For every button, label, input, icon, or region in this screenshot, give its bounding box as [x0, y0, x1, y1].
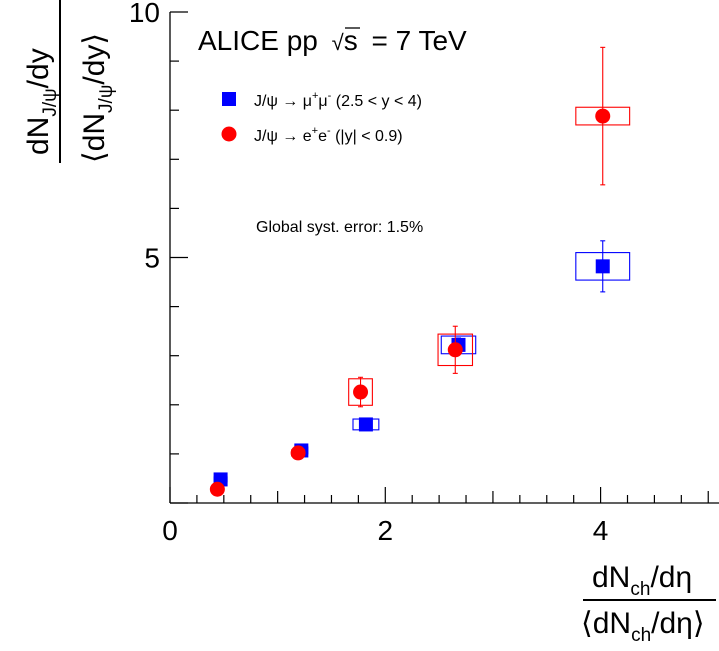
plot-frame [169, 12, 719, 504]
y-axis-label: dNJ/ψ/dy ⟨dNJ/ψ/dy⟩ [22, 0, 117, 163]
series-muon [213, 240, 631, 487]
data-point-circle [447, 342, 463, 358]
legend-label-muon: J/ψ → μ+μ- (2.5 < y < 4) [254, 90, 422, 110]
x-label-denominator: ⟨dNch/dη⟩ [581, 607, 705, 646]
series-electron [209, 46, 631, 497]
x-tick-label: 4 [593, 515, 609, 546]
x-tick-label: 2 [378, 515, 394, 546]
data-point-circle [209, 481, 225, 497]
legend-marker-muon [222, 92, 236, 106]
y-tick-label: 10 [129, 0, 160, 28]
legend-label-electron: J/ψ → e+e- (|y| < 0.9) [254, 125, 403, 145]
chart-title: ALICE pp √s = 7 TeV [198, 25, 467, 56]
axis-ticks [169, 11, 709, 504]
legend-marker-electron [221, 126, 237, 142]
global-syst-annotation: Global syst. error: 1.5% [256, 219, 423, 236]
data-point-square [595, 259, 610, 274]
x-tick-label: 0 [162, 515, 178, 546]
y-label-denominator: ⟨dNJ/ψ/dy⟩ [78, 33, 117, 163]
legend: J/ψ → μ+μ- (2.5 < y < 4) J/ψ → e+e- (|y|… [221, 90, 422, 145]
title-root: s [344, 25, 358, 56]
data-point-circle [290, 445, 306, 461]
data-marks [209, 46, 631, 497]
data-point-circle [353, 384, 369, 400]
tick-labels: 0 2 4 5 10 [129, 0, 609, 546]
x-axis-label: dNch/dη ⟨dNch/dη⟩ [581, 561, 716, 646]
x-label-numerator: dNch/dη [592, 561, 692, 600]
y-label-numerator: dNJ/ψ/dy [22, 48, 61, 155]
data-point-square [358, 417, 373, 432]
y-tick-label: 5 [144, 243, 160, 274]
data-point-circle [595, 108, 611, 124]
